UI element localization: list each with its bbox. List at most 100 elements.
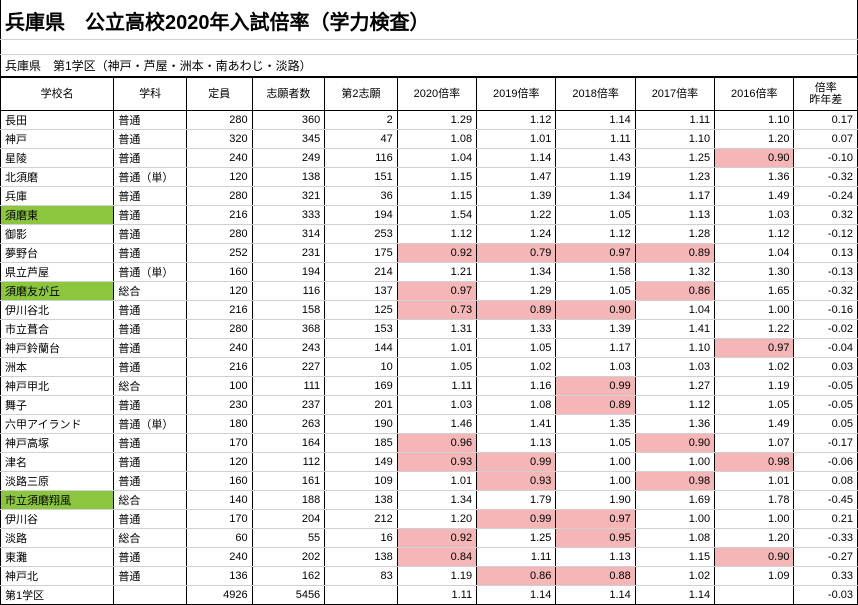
cell-2017: 1.69 [635, 491, 714, 510]
cell-2016: 1.00 [715, 510, 794, 529]
cell-capacity: 240 [186, 548, 252, 567]
cell-second: 36 [325, 187, 398, 206]
page-title: 兵庫県 公立高校2020年入試倍率（学力検査） [1, 0, 858, 40]
cell-name: 神戸北 [1, 567, 114, 586]
cell-2017: 1.17 [635, 187, 714, 206]
cell-capacity: 120 [186, 168, 252, 187]
cell-2019: 1.11 [477, 548, 556, 567]
cell-dept: 普通 [114, 320, 187, 339]
subtitle-row: 兵庫県 第1学区（神戸・芦屋・洲本・南あわじ・淡路） [1, 55, 858, 77]
cell-applicants: 263 [252, 415, 325, 434]
cell-2016: 1.02 [715, 358, 794, 377]
cell-name: 六甲アイランド [1, 415, 114, 434]
table-header: 学校名 学科 定員 志願者数 第2志願 2020倍率 2019倍率 2018倍率… [1, 78, 858, 111]
cell-name: 洲本 [1, 358, 114, 377]
cell-second: 144 [325, 339, 398, 358]
cell-second: 137 [325, 282, 398, 301]
cell-capacity: 280 [186, 320, 252, 339]
cell-name: 北須磨 [1, 168, 114, 187]
cell-2020: 1.11 [397, 377, 476, 396]
cell-2019: 1.39 [477, 187, 556, 206]
cell-2016: 1.03 [715, 206, 794, 225]
cell-applicants: 161 [252, 472, 325, 491]
cell-dept: 総合 [114, 377, 187, 396]
cell-dept: 総合 [114, 491, 187, 510]
col-2020: 2020倍率 [397, 78, 476, 111]
cell-name: 星陵 [1, 149, 114, 168]
cell-2016: 0.90 [715, 548, 794, 567]
cell-2016: 1.12 [715, 225, 794, 244]
cell-2019: 1.13 [477, 434, 556, 453]
cell-diff: -0.05 [794, 377, 858, 396]
cell-second: 138 [325, 548, 398, 567]
cell-2019: 0.86 [477, 567, 556, 586]
cell-applicants: 188 [252, 491, 325, 510]
cell-diff: -0.32 [794, 282, 858, 301]
cell-2017: 1.23 [635, 168, 714, 187]
cell-2018: 0.97 [556, 244, 635, 263]
cell-dept: 普通 [114, 225, 187, 244]
col-2017: 2017倍率 [635, 78, 714, 111]
cell-2019: 1.12 [477, 111, 556, 130]
cell-2018: 1.39 [556, 320, 635, 339]
cell-diff: -0.32 [794, 168, 858, 187]
cell-2019: 1.33 [477, 320, 556, 339]
table-row: 洲本普通216227101.051.021.031.031.020.03 [1, 358, 858, 377]
cell-2020: 0.97 [397, 282, 476, 301]
cell-dept: 普通 [114, 339, 187, 358]
cell-2018: 1.58 [556, 263, 635, 282]
cell-second: 185 [325, 434, 398, 453]
cell-2020: 1.08 [397, 130, 476, 149]
cell-2018: 0.89 [556, 396, 635, 415]
cell-applicants: 243 [252, 339, 325, 358]
spreadsheet: 兵庫県 公立高校2020年入試倍率（学力検査） 兵庫県 第1学区（神戸・芦屋・洲… [0, 0, 858, 605]
cell-2019: 1.25 [477, 529, 556, 548]
blank-row [1, 40, 858, 55]
cell-capacity: 120 [186, 453, 252, 472]
table-row: 星陵普通2402491161.041.141.431.250.90-0.10 [1, 149, 858, 168]
cell-2020: 0.92 [397, 529, 476, 548]
col-capacity: 定員 [186, 78, 252, 111]
table-row: 神戸鈴蘭台普通2402431441.011.051.171.100.97-0.0… [1, 339, 858, 358]
cell-2019: 1.34 [477, 263, 556, 282]
cell-applicants: 111 [252, 377, 325, 396]
table-row: 神戸普通320345471.081.011.111.101.200.07 [1, 130, 858, 149]
cell-2016: 0.97 [715, 339, 794, 358]
cell-diff: -0.17 [794, 434, 858, 453]
cell-2020: 0.96 [397, 434, 476, 453]
cell-applicants: 333 [252, 206, 325, 225]
cell-second: 169 [325, 377, 398, 396]
cell-2020: 1.54 [397, 206, 476, 225]
cell-2019: 1.05 [477, 339, 556, 358]
col-dept: 学科 [114, 78, 187, 111]
cell-2018: 1.43 [556, 149, 635, 168]
cell-second: 149 [325, 453, 398, 472]
cell-applicants: 321 [252, 187, 325, 206]
cell-dept: 普通 [114, 472, 187, 491]
cell-2019: 1.14 [477, 149, 556, 168]
data-table: 学校名 学科 定員 志願者数 第2志願 2020倍率 2019倍率 2018倍率… [0, 77, 858, 605]
cell-2017: 1.00 [635, 510, 714, 529]
cell-dept: 普通 [114, 301, 187, 320]
cell-capacity: 240 [186, 149, 252, 168]
table-row: 神戸北普通136162831.190.860.881.021.090.33 [1, 567, 858, 586]
cell-2016: 1.30 [715, 263, 794, 282]
cell-2020: 1.03 [397, 396, 476, 415]
cell-2019: 1.01 [477, 130, 556, 149]
cell-2019: 1.08 [477, 396, 556, 415]
table-row: 東灘普通2402021380.841.111.131.150.90-0.27 [1, 548, 858, 567]
table-row: 長田普通28036021.291.121.141.111.100.17 [1, 111, 858, 130]
cell-2018: 1.13 [556, 548, 635, 567]
cell-2017: 1.10 [635, 130, 714, 149]
cell-2016: 1.20 [715, 130, 794, 149]
cell-2020: 1.15 [397, 168, 476, 187]
cell-2018: 1.14 [556, 111, 635, 130]
cell-capacity: 280 [186, 225, 252, 244]
cell-2019: 1.02 [477, 358, 556, 377]
cell-dept: 普通 [114, 510, 187, 529]
cell-2018: 1.00 [556, 472, 635, 491]
cell-applicants: 345 [252, 130, 325, 149]
cell-second: 175 [325, 244, 398, 263]
cell-2018: 0.90 [556, 301, 635, 320]
cell-second: 194 [325, 206, 398, 225]
